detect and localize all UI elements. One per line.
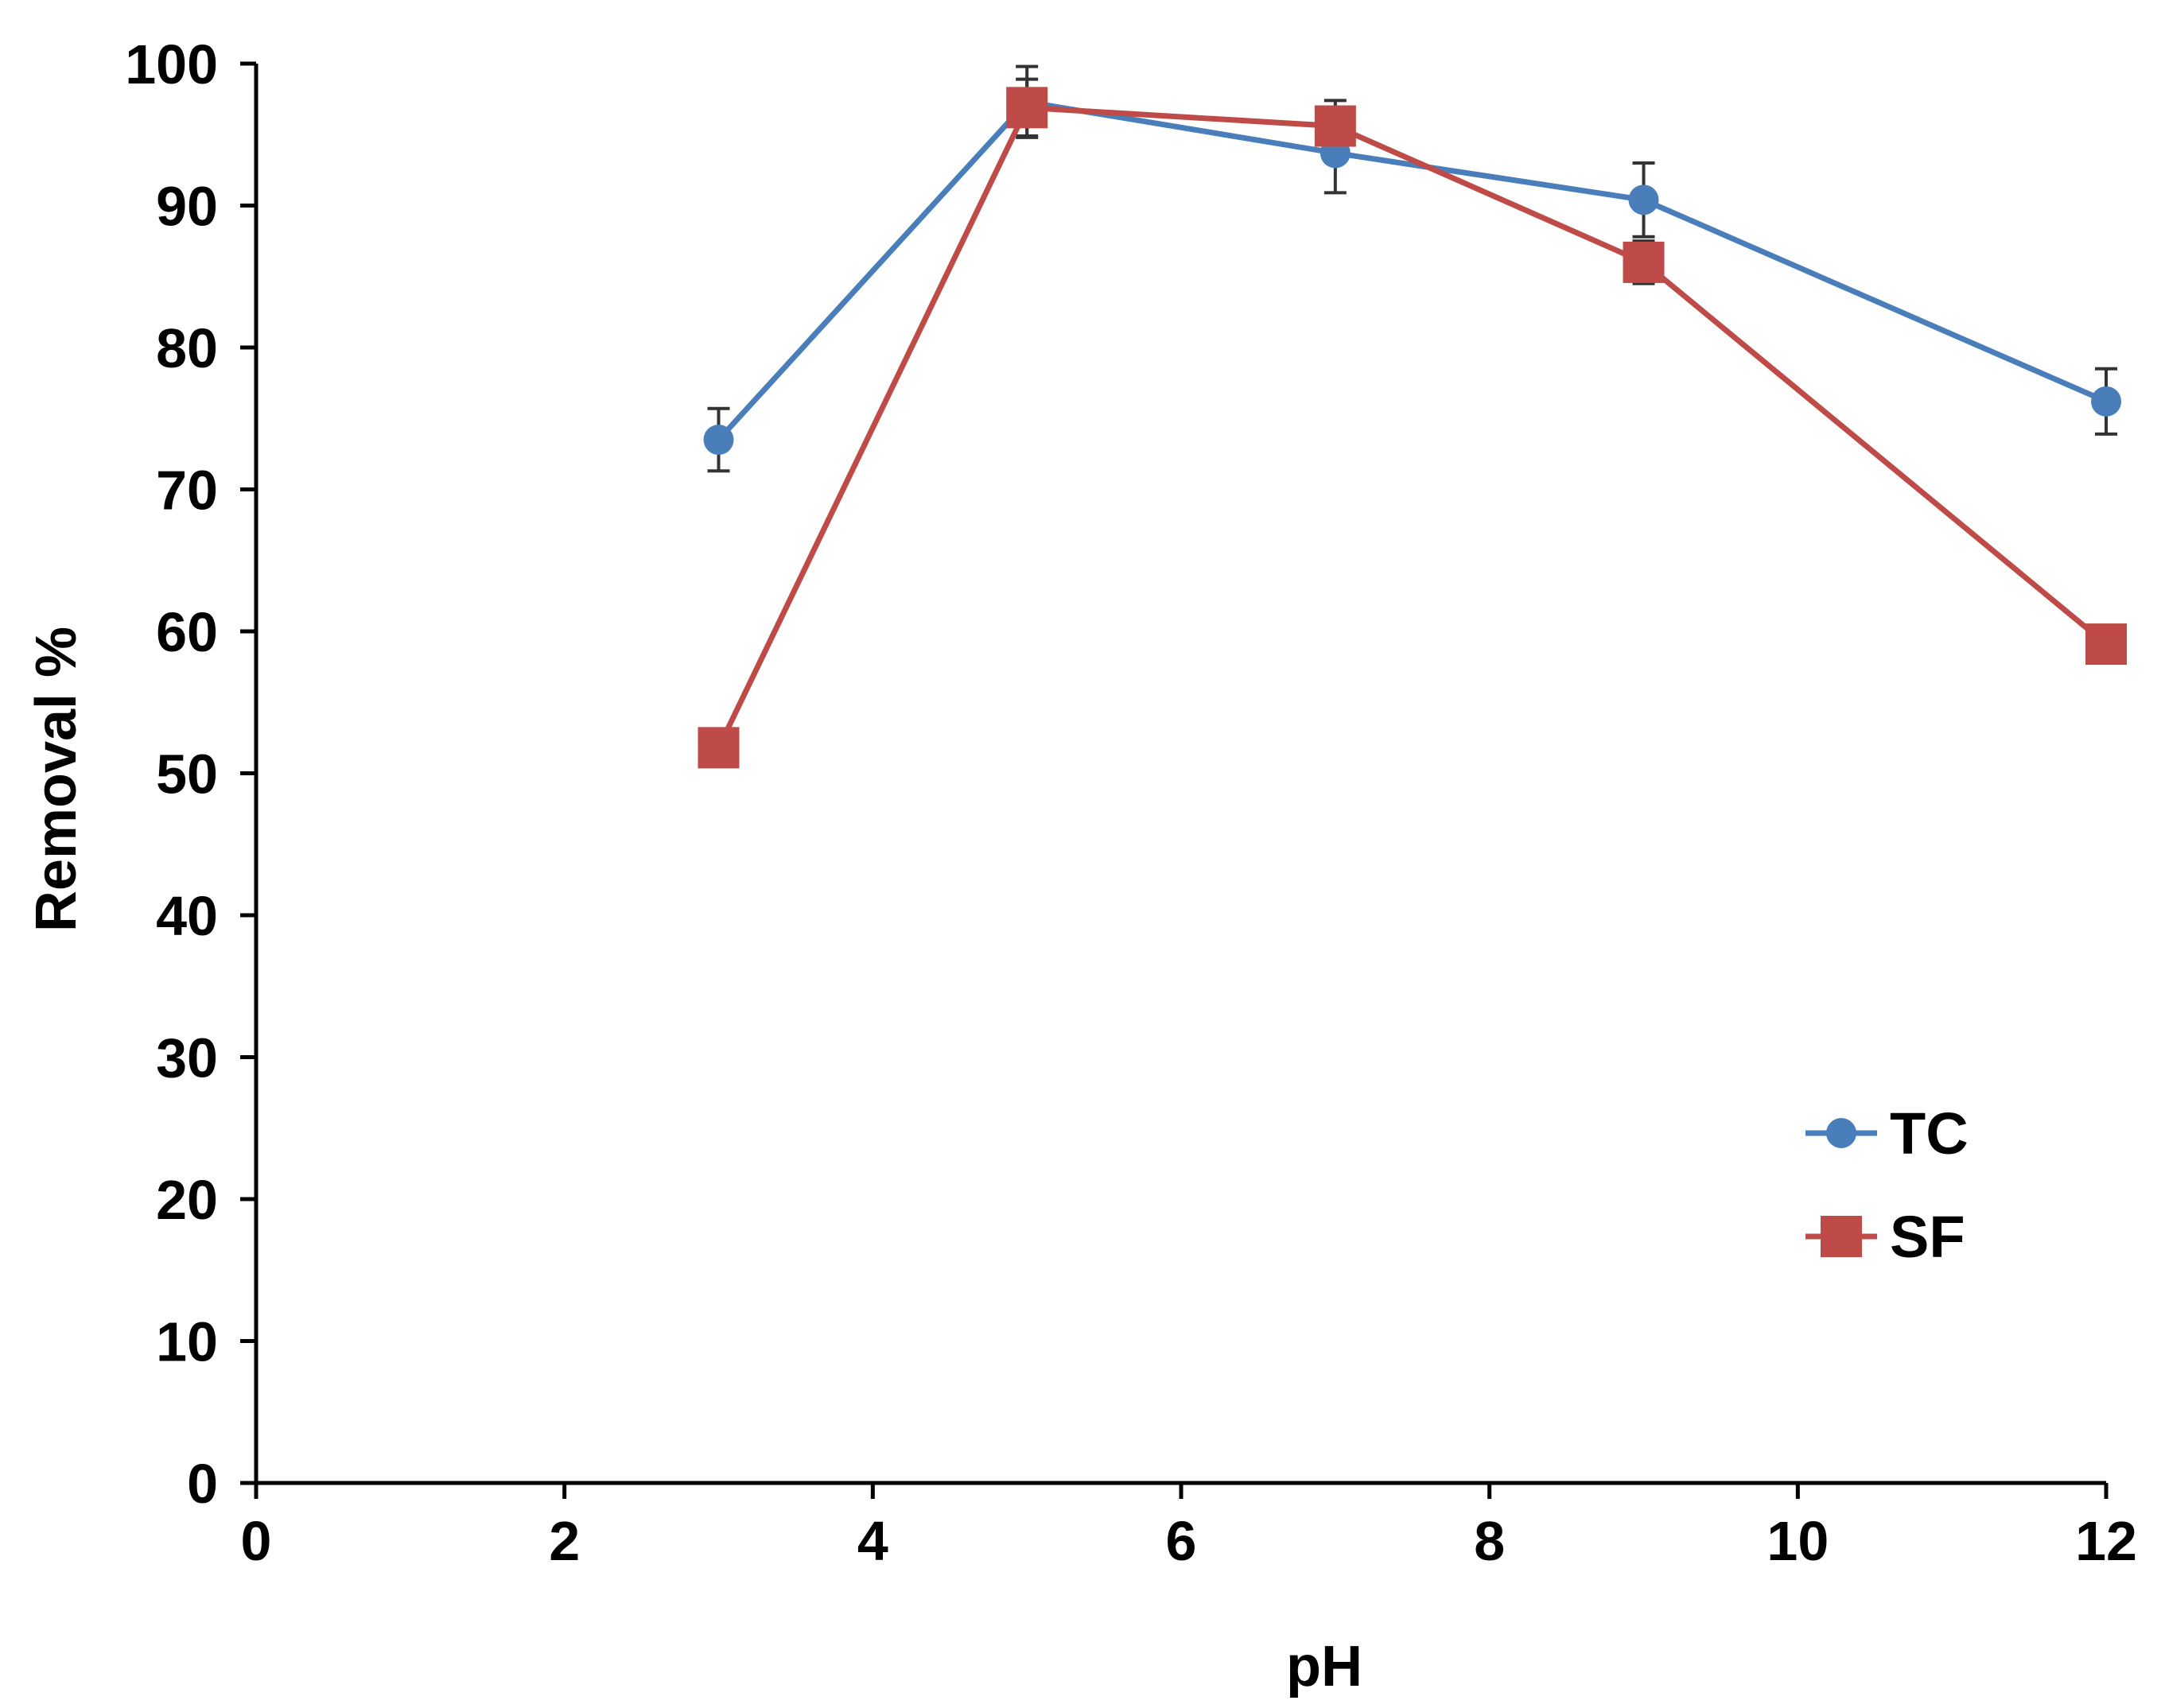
x-tick-label: 10	[1767, 1510, 1829, 1572]
y-tick-label: 90	[156, 176, 218, 238]
y-tick-label: 70	[156, 460, 218, 522]
x-tick-label: 12	[2075, 1510, 2137, 1572]
data-point-sf	[1314, 105, 1356, 147]
y-tick-label: 30	[156, 1027, 218, 1089]
legend-label-tc: TC	[1890, 1100, 1969, 1166]
axes: 0 10 20 30 40 50 60 70 80 90 100 0 2 4 6 8 10 12	[125, 33, 2137, 1572]
data-point-sf	[698, 727, 740, 769]
data-point-tc	[2091, 386, 2121, 417]
y-tick-label: 10	[156, 1311, 218, 1373]
y-axis-title: Removal %	[25, 627, 88, 932]
series-line-sf	[716, 104, 2109, 749]
legend: TC SF	[1805, 1100, 1969, 1270]
y-tick-label: 60	[156, 601, 218, 663]
data-point-tc	[1628, 184, 1659, 215]
plot-area	[698, 64, 2127, 769]
y-tick-label: 80	[156, 317, 218, 379]
legend-marker-sf	[1821, 1216, 1862, 1257]
x-tick-label: 4	[857, 1510, 888, 1572]
x-tick-label: 6	[1166, 1510, 1197, 1572]
y-tick-label: 40	[156, 885, 218, 947]
legend-marker-tc	[1826, 1118, 1856, 1148]
x-tick-label: 8	[1474, 1510, 1505, 1572]
x-tick-label: 0	[241, 1510, 272, 1572]
data-point-sf	[2085, 623, 2127, 666]
data-point-sf	[1623, 241, 1665, 283]
data-point-tc	[703, 425, 734, 456]
x-tick-label: 2	[549, 1510, 580, 1572]
data-point-sf	[1006, 87, 1048, 129]
y-tick-label: 20	[156, 1169, 218, 1231]
series-line-tc	[716, 99, 2108, 442]
legend-label-sf: SF	[1890, 1204, 1965, 1270]
y-tick-label: 0	[187, 1453, 218, 1515]
y-tick-label: 50	[156, 743, 218, 805]
x-axis-title: pH	[1286, 1635, 1362, 1698]
y-tick-label: 100	[125, 33, 218, 95]
